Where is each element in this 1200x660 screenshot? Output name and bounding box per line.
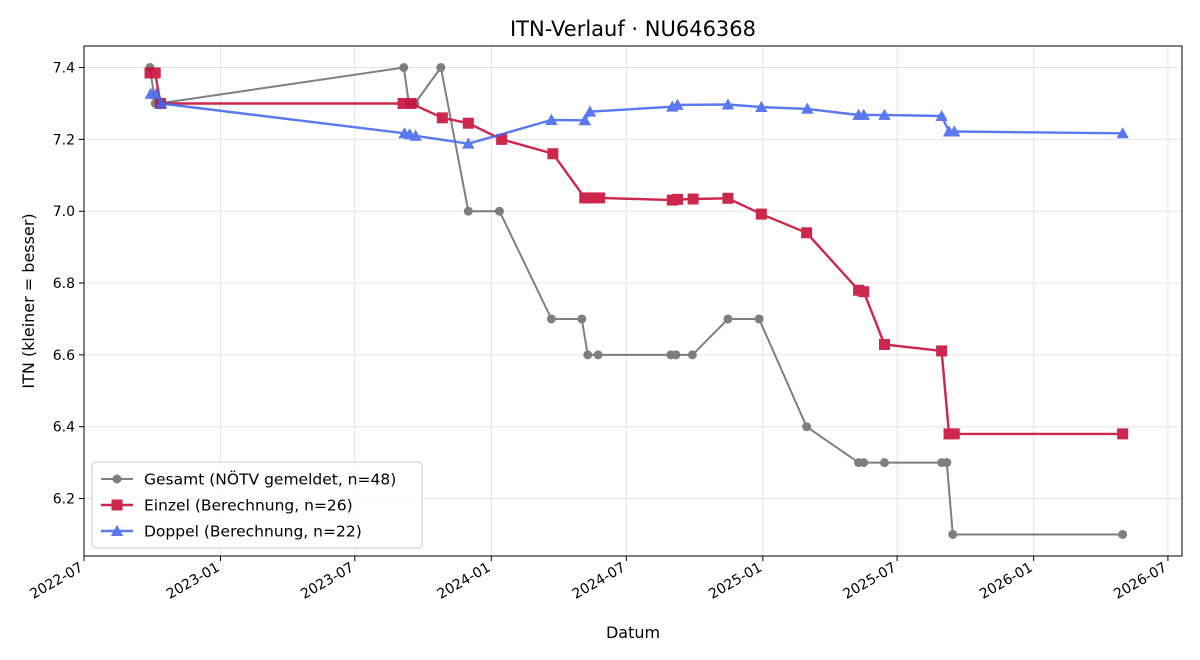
data-point-einzel <box>722 192 734 204</box>
y-tick-label: 7.4 <box>53 61 75 77</box>
data-point-doppel <box>878 108 891 120</box>
data-point-doppel <box>671 98 684 110</box>
data-point-doppel <box>935 109 948 121</box>
data-point-doppel <box>149 87 163 100</box>
legend-marker-gesamt <box>112 474 122 484</box>
data-point-gesamt <box>1118 529 1128 539</box>
data-point-gesamt <box>723 314 733 324</box>
data-point-doppel <box>154 97 168 109</box>
y-tick-label: 6.6 <box>53 348 75 364</box>
data-point-doppel <box>462 137 475 149</box>
legend-marker-doppel <box>110 524 124 536</box>
data-point-gesamt <box>687 350 697 360</box>
data-point-gesamt <box>546 314 556 324</box>
legend-box <box>91 461 423 549</box>
series-einzel <box>144 67 1129 440</box>
data-point-doppel <box>409 129 422 141</box>
data-point-gesamt <box>802 422 812 432</box>
data-point-doppel <box>857 108 870 120</box>
legend-label-doppel: Doppel (Berechnung, n=22) <box>144 523 362 541</box>
y-tick-label: 6.8 <box>53 276 75 292</box>
y-axis-ticks: 6.2 6.4 6.6 6.8 7.0 7.2 7.4 <box>53 61 84 508</box>
data-point-doppel <box>721 98 735 110</box>
data-point-gesamt <box>494 206 504 216</box>
y-tick-label: 7.0 <box>53 204 75 220</box>
data-point-gesamt <box>948 529 958 539</box>
y-axis-label: ITN (kleiner = besser) <box>19 213 38 388</box>
chart-title: ITN-Verlauf · NU646368 <box>510 17 756 41</box>
data-point-gesamt <box>942 458 952 468</box>
data-point-einzel <box>801 227 813 239</box>
y-tick-label: 7.2 <box>53 132 75 148</box>
data-point-doppel <box>801 102 814 114</box>
data-point-einzel <box>687 193 699 205</box>
data-point-einzel <box>436 112 448 124</box>
data-point-einzel <box>1117 428 1129 440</box>
legend-marker-einzel <box>111 499 123 511</box>
data-point-einzel <box>858 286 870 298</box>
data-point-gesamt <box>880 458 890 468</box>
data-point-gesamt <box>671 350 681 360</box>
legend-swatch-einzel <box>101 499 133 511</box>
data-point-einzel <box>879 338 891 350</box>
data-point-einzel <box>149 67 161 79</box>
data-point-einzel <box>405 97 417 109</box>
data-point-einzel <box>462 117 474 129</box>
data-point-gesamt <box>583 350 593 360</box>
data-point-doppel <box>545 113 558 125</box>
data-point-einzel <box>672 193 684 205</box>
data-point-doppel <box>948 125 961 137</box>
data-point-einzel <box>547 148 559 160</box>
data-point-doppel <box>578 114 591 126</box>
data-point-einzel <box>936 345 948 357</box>
plot-frame <box>83 45 1183 557</box>
y-tick-label: 6.2 <box>53 492 75 508</box>
data-point-gesamt <box>859 458 869 468</box>
data-point-einzel <box>584 192 596 204</box>
legend-label-einzel: Einzel (Berechnung, n=26) <box>144 497 353 515</box>
data-point-gesamt <box>577 314 587 324</box>
data-point-gesamt <box>399 63 409 73</box>
y-tick-label: 6.4 <box>53 420 75 436</box>
x-axis-label: Datum <box>606 623 660 642</box>
data-point-doppel <box>755 100 768 113</box>
data-point-gesamt <box>754 314 764 324</box>
data-point-einzel <box>397 97 409 109</box>
grid-lines <box>83 46 1182 556</box>
data-point-einzel <box>948 428 960 440</box>
data-point-gesamt <box>463 206 473 216</box>
data-point-doppel <box>1116 127 1129 139</box>
series-doppel <box>144 87 1129 149</box>
data-point-einzel <box>755 208 767 220</box>
legend-swatch-doppel <box>101 524 133 536</box>
legend: Gesamt (NÖTV gemeldet, n=48) Einzel (Bere… <box>91 461 423 549</box>
data-point-einzel <box>496 133 508 145</box>
data-point-gesamt <box>593 350 603 360</box>
data-point-einzel <box>594 192 606 204</box>
data-point-doppel <box>583 105 597 117</box>
data-point-gesamt <box>436 63 446 73</box>
legend-label-gesamt: Gesamt (NÖTV gemeldet, n=48) <box>144 470 396 489</box>
legend-swatch-gesamt <box>101 474 133 484</box>
series-layer <box>144 63 1129 539</box>
